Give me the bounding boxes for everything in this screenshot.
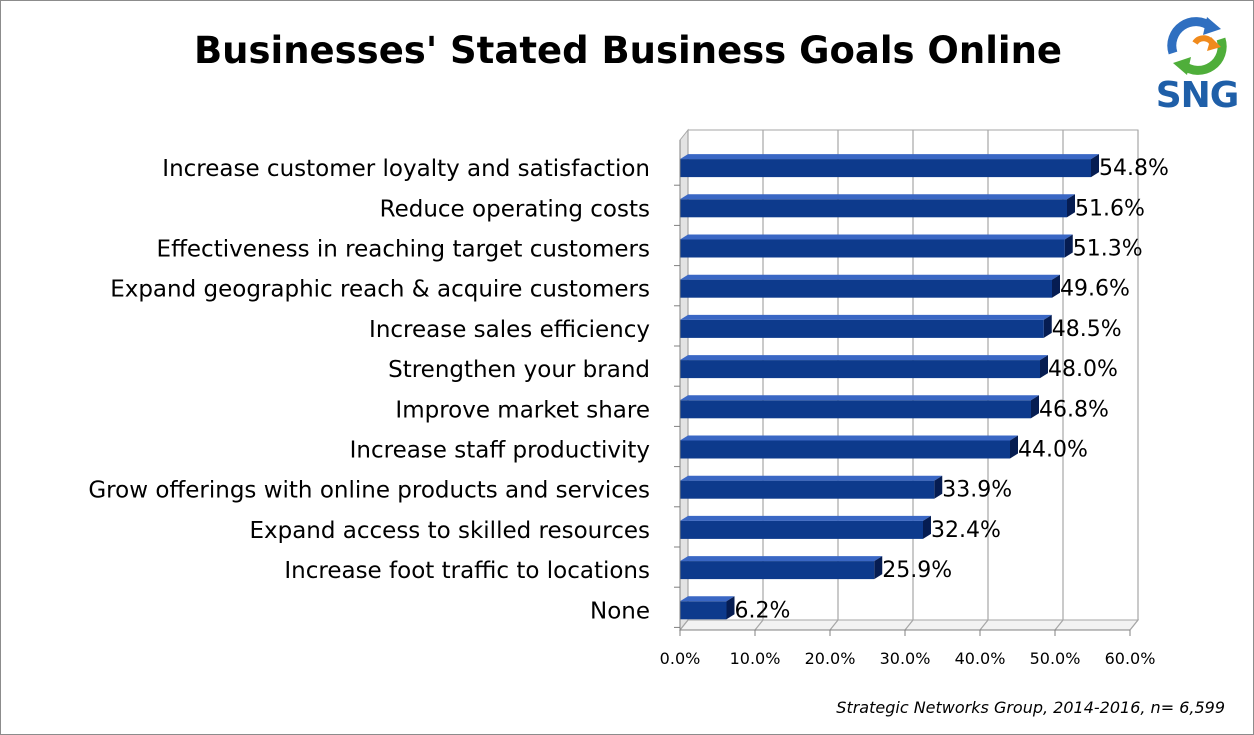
bar-end [1091,154,1099,178]
value-label: 51.3% [1073,237,1143,262]
bar-top [680,435,1018,441]
category-label: None [590,598,650,624]
chart-title: Businesses' Stated Business Goals Online [193,29,1063,72]
value-label: 6.2% [735,598,791,623]
bar-end [1064,234,1073,258]
bar [680,239,1065,258]
x-tick-label: 40.0% [955,649,1006,668]
x-tick-label: 60.0% [1105,649,1156,668]
value-label: 25.9% [882,558,952,583]
category-label: Increase customer loyalty and satisfacti… [162,156,650,182]
category-label: Grow offerings with online products and … [88,478,650,504]
category-label: Effectiveness in reaching target custome… [157,237,650,263]
value-label: 54.8% [1099,156,1169,181]
bar-top [680,596,735,602]
category-label: Increase sales efficiency [369,317,650,343]
bar [680,279,1052,298]
source-note: Strategic Networks Group, 2014-2016, n= … [836,698,1225,717]
bar-end [874,556,883,580]
bar-top [680,274,1060,280]
value-label: 44.0% [1018,438,1088,463]
bar-end [1052,274,1060,298]
bar-top [680,515,931,521]
bar [680,159,1091,178]
bar [680,520,923,539]
sng-logo: SNG [1151,13,1243,121]
value-label: 49.6% [1060,277,1130,302]
bar [680,400,1031,419]
logo-text: SNG [1155,75,1240,116]
category-label: Strengthen your brand [388,357,650,383]
recycle-arrows-icon [1167,17,1227,75]
category-label: Reduce operating costs [380,196,650,222]
bar-top [680,475,943,481]
bar-top [680,355,1048,361]
bar-top [680,395,1039,401]
bar-top [680,556,883,562]
bar-top [680,154,1099,160]
value-label: 33.9% [942,478,1012,503]
bar-end [1031,395,1039,419]
bar-top [680,234,1073,240]
value-label: 32.4% [931,518,1001,543]
x-tick-label: 10.0% [730,649,781,668]
bar [680,480,935,499]
value-label: 46.8% [1039,397,1109,422]
bar [680,199,1067,218]
bar [680,440,1010,459]
category-label: Increase foot traffic to locations [284,558,650,584]
x-tick-label: 30.0% [880,649,931,668]
bar [680,319,1044,338]
bar [680,360,1040,379]
bar-top [680,194,1075,200]
category-label: Expand access to skilled resources [249,518,650,544]
gridline [1054,130,1064,631]
bar-end [726,596,735,620]
value-label: 48.0% [1048,357,1118,382]
bar [680,561,875,580]
bar-end [934,475,943,499]
x-tick-label: 20.0% [805,649,856,668]
bar-end [1067,194,1075,218]
category-label: Increase staff productivity [350,438,650,464]
bar-end [1010,435,1018,459]
category-label: Expand geographic reach & acquire custom… [110,277,650,303]
x-tick-label: 50.0% [1030,649,1081,668]
gridline [1129,130,1139,631]
bar [680,601,727,620]
bar-end [923,515,931,539]
category-label: Improve market share [395,397,650,423]
value-label: 51.6% [1075,196,1145,221]
x-tick-label: 0.0% [660,649,701,668]
bar-top [680,314,1052,320]
bar-end [1040,355,1048,379]
bar-end [1043,314,1052,338]
value-label: 48.5% [1052,317,1122,342]
